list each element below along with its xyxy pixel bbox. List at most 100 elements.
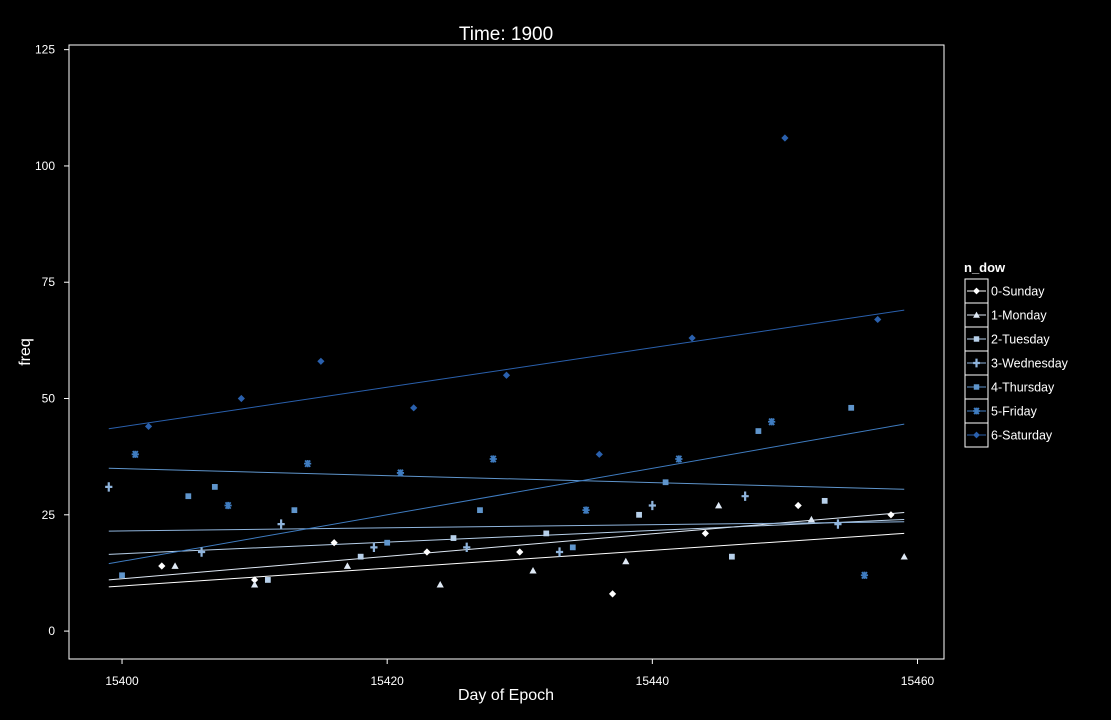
- data-point: [489, 455, 497, 463]
- data-point: [834, 519, 842, 529]
- data-point: [608, 590, 617, 598]
- data-point: [384, 539, 391, 546]
- data-points: [105, 134, 908, 598]
- data-point: [197, 547, 206, 557]
- data-point: [131, 450, 139, 459]
- legend-label: 6-Saturday: [991, 429, 1053, 443]
- x-tick-label: 15460: [901, 674, 935, 688]
- trend-line-5: [108, 423, 905, 565]
- data-point: [636, 511, 642, 518]
- data-point: [502, 371, 511, 379]
- trend-line-1: [108, 511, 905, 581]
- y-tick-label: 125: [35, 43, 55, 57]
- data-point: [755, 428, 762, 434]
- legend-key-marker: [973, 358, 980, 368]
- data-point: [688, 334, 696, 342]
- data-point: [119, 572, 125, 579]
- y-tick-label: 75: [42, 275, 56, 289]
- data-point: [848, 404, 855, 411]
- x-axis: 15400 15420 15440 15460: [105, 659, 934, 688]
- data-point: [794, 501, 802, 510]
- data-point: [741, 491, 749, 501]
- legend-key-marker: [973, 287, 980, 295]
- data-point: [144, 422, 153, 431]
- legend-label: 3-Wednesday: [991, 357, 1069, 371]
- data-point: [436, 580, 444, 588]
- data-point: [821, 497, 828, 504]
- y-tick-label: 100: [35, 159, 55, 173]
- x-tick-label: 15440: [636, 674, 670, 688]
- legend-title: n_dow: [964, 260, 1006, 275]
- legend-key-marker: [973, 407, 980, 415]
- data-point: [304, 459, 312, 468]
- data-point: [728, 553, 735, 560]
- data-point: [768, 417, 776, 426]
- data-point: [715, 501, 723, 509]
- data-point: [648, 500, 656, 511]
- data-point: [423, 548, 431, 556]
- data-point: [529, 567, 537, 574]
- x-tick-label: 15400: [105, 674, 139, 688]
- x-tick-label: 15420: [370, 674, 404, 688]
- data-point: [807, 515, 816, 523]
- legend-key-marker: [973, 384, 980, 390]
- data-point: [595, 450, 603, 458]
- data-point: [317, 357, 325, 365]
- data-point: [860, 571, 869, 580]
- data-point: [516, 548, 524, 556]
- chart-title: Time: 1900: [459, 24, 553, 45]
- legend-label: 1-Monday: [991, 309, 1047, 323]
- y-tick-label: 0: [48, 624, 55, 638]
- data-point: [675, 455, 683, 463]
- data-point: [874, 315, 882, 324]
- trend-line-6: [108, 309, 905, 430]
- data-point: [277, 519, 285, 529]
- data-point: [330, 539, 338, 547]
- legend-label: 2-Tuesday: [991, 333, 1050, 347]
- plot-panel: [68, 44, 945, 660]
- data-point: [396, 469, 405, 477]
- data-point: [701, 529, 709, 538]
- y-tick-label: 25: [42, 508, 56, 522]
- data-point: [357, 553, 364, 560]
- y-axis: 0 25 50 75 100 125: [35, 43, 69, 638]
- trend-line-4: [108, 467, 905, 490]
- legend-key-marker: [973, 311, 980, 318]
- data-point: [105, 482, 113, 492]
- data-point: [264, 577, 271, 583]
- data-point: [237, 394, 245, 403]
- data-point: [662, 479, 669, 486]
- y-axis-title: freq: [17, 338, 34, 366]
- data-point: [251, 576, 259, 584]
- data-point: [569, 544, 576, 551]
- trend-line-0: [108, 532, 905, 588]
- legend: n_dow 0-Sunday 1-Monday 2-Tuesday 3-Wednesd…: [964, 260, 1069, 448]
- trend-lines: [108, 309, 905, 588]
- legend-label: 0-Sunday: [991, 285, 1045, 299]
- data-point: [224, 501, 232, 510]
- legend-key-marker: [973, 336, 980, 342]
- data-point: [477, 507, 483, 514]
- data-point: [622, 557, 630, 565]
- data-point: [251, 580, 259, 588]
- x-axis-title: Day of Epoch: [458, 687, 554, 704]
- data-point: [185, 493, 192, 500]
- data-point: [543, 530, 550, 537]
- data-point: [370, 542, 378, 553]
- data-point: [410, 404, 418, 412]
- legend-key-marker: [973, 431, 980, 439]
- data-point: [900, 553, 908, 560]
- data-point: [343, 562, 352, 569]
- data-point: [211, 484, 218, 490]
- trend-line-3: [108, 521, 905, 532]
- data-point: [158, 562, 166, 570]
- data-point: [171, 562, 179, 569]
- legend-label: 4-Thursday: [991, 381, 1055, 395]
- data-point: [291, 507, 298, 514]
- legend-label: 5-Friday: [991, 405, 1038, 419]
- data-point: [450, 535, 457, 541]
- trend-line-2: [108, 518, 905, 555]
- data-point: [887, 511, 895, 519]
- data-point: [582, 506, 590, 514]
